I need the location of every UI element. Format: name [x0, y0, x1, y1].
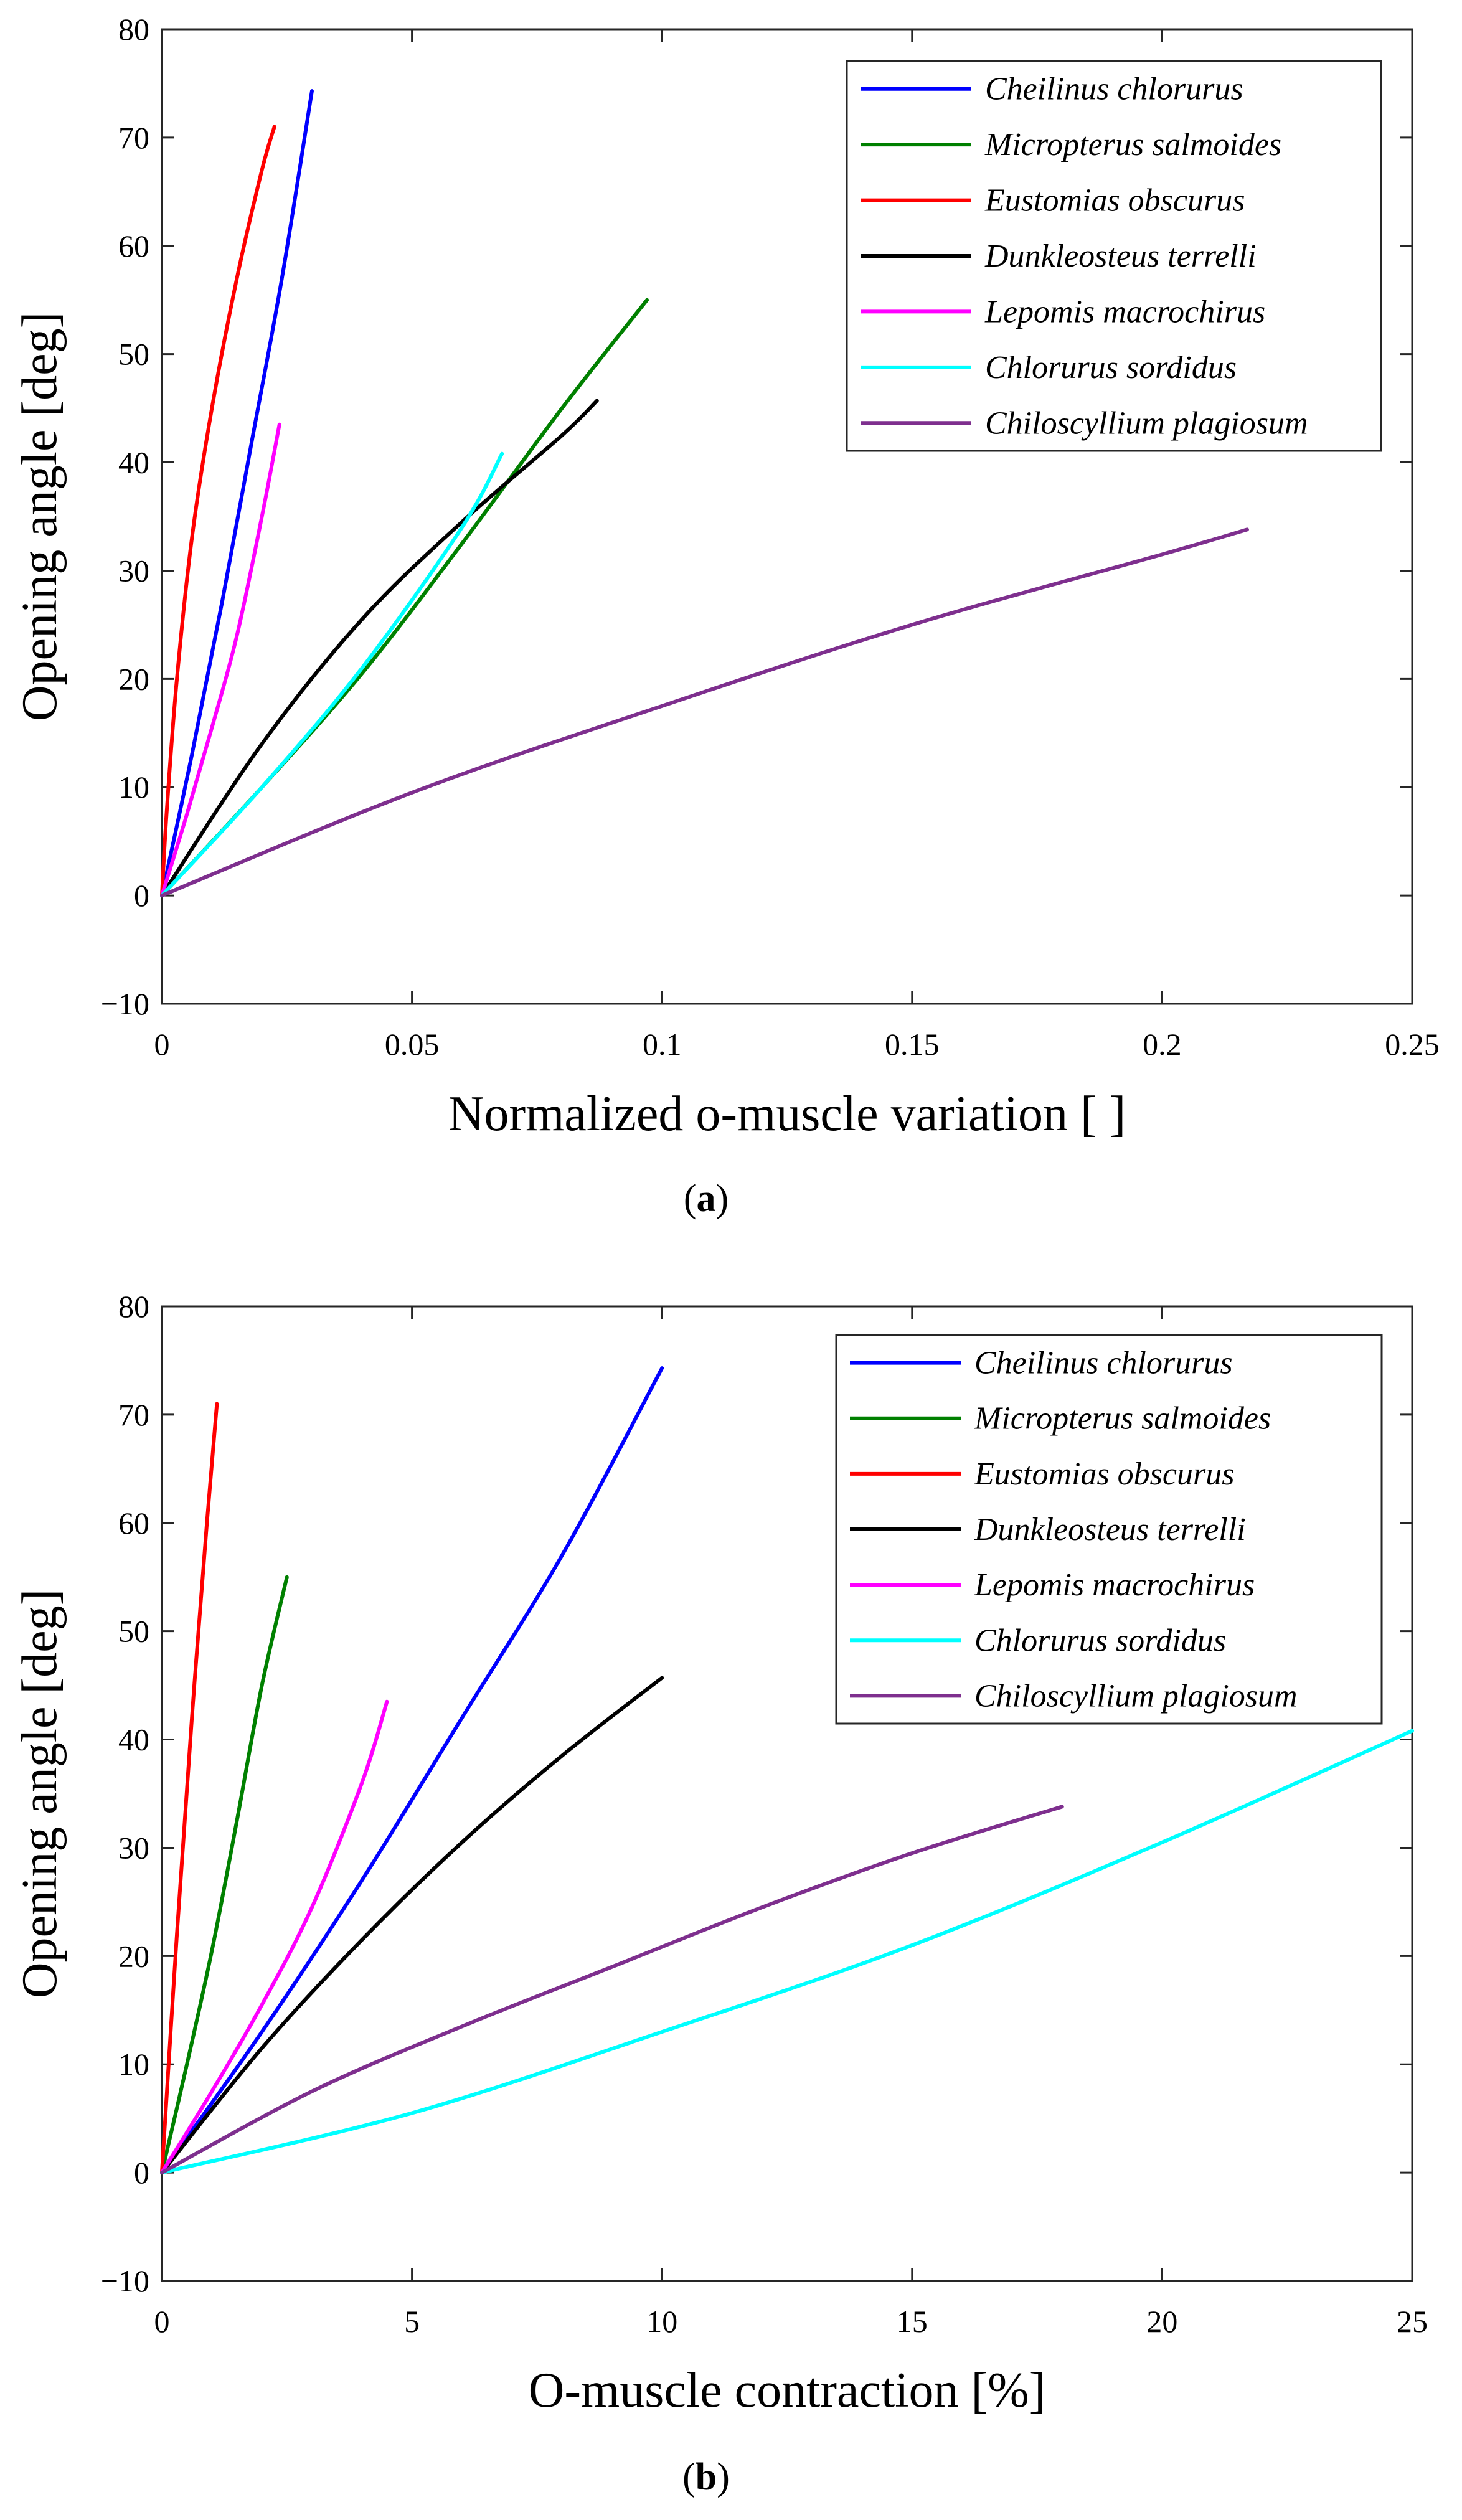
series-line-dunkleosteus-terrelli	[160, 399, 599, 898]
panel-a: 0 0.05 0.1 0.15 0.2 0.25−1001020304050607080N…	[12, 12, 1440, 1220]
y-axis-label: Opening angle [deg]	[12, 312, 67, 722]
y-tick-label: 40	[118, 1722, 149, 1757]
y-tick-label: 80	[118, 12, 149, 47]
series-line-cheilinus-chlorurus	[160, 1366, 664, 2175]
y-tick-label: 80	[118, 1289, 149, 1324]
series-line-eustomias-obscurus	[160, 1402, 219, 2175]
x-tick-label: 0.2	[1143, 1027, 1182, 1062]
y-tick-label: −10	[101, 2263, 149, 2298]
series-line-chlorurus-sordidus	[160, 1729, 1414, 2175]
legend-label: Lepomis macrochirus	[974, 1567, 1255, 1603]
x-tick-label: 0.1	[643, 1027, 682, 1062]
legend-label: Eustomias obscurus	[984, 183, 1245, 219]
y-tick-label: 50	[118, 1614, 149, 1649]
series-line-chlorurus-sordidus	[160, 451, 504, 898]
legend: Cheilinus chlorurus Micropterus salmoides…	[846, 60, 1382, 452]
legend-label: Micropterus salmoides	[984, 127, 1281, 163]
panel-label: (b)	[682, 2456, 730, 2498]
y-tick-label: 70	[118, 120, 149, 155]
x-tick-label: 0	[154, 2304, 170, 2339]
y-tick-label: 10	[118, 2047, 149, 2082]
x-tick-label: 10	[646, 2304, 677, 2339]
series-line-micropterus-salmoides	[160, 1575, 289, 2175]
y-tick-label: 10	[118, 770, 149, 805]
y-tick-label: 60	[118, 1506, 149, 1541]
legend-label: Chiloscyllium plagiosum	[985, 405, 1308, 441]
series-line-dunkleosteus-terrelli	[160, 1676, 664, 2175]
y-tick-label: 20	[118, 661, 149, 696]
y-tick-label: 50	[118, 337, 149, 372]
x-tick-label: 20	[1146, 2304, 1177, 2339]
legend: Cheilinus chlorurus Micropterus salmoides…	[835, 1334, 1383, 1725]
legend-label: Chlorurus sordidus	[985, 350, 1237, 385]
x-tick-label: 15	[897, 2304, 928, 2339]
x-tick-label: 0	[154, 1027, 170, 1062]
x-tick-label: 0.05	[385, 1027, 440, 1062]
legend-label: Dunkleosteus terrelli	[984, 238, 1257, 274]
x-tick-label: 25	[1397, 2304, 1428, 2339]
x-tick-label: 0.15	[885, 1027, 940, 1062]
series-line-lepomis-macrochirus	[160, 422, 281, 898]
series-line-lepomis-macrochirus	[160, 1699, 389, 2175]
y-tick-label: 40	[118, 445, 149, 480]
y-axis-label: Opening angle [deg]	[12, 1589, 67, 1999]
x-axis-label: Normalized o-muscle variation [ ]	[448, 1087, 1126, 1141]
series-line-chiloscyllium-plagiosum	[160, 1805, 1064, 2175]
y-tick-label: 0	[134, 2155, 149, 2190]
legend-label: Cheilinus chlorurus	[985, 72, 1243, 107]
legend-label: Micropterus salmoides	[974, 1401, 1271, 1437]
series-line-eustomias-obscurus	[160, 125, 276, 898]
legend-label: Lepomis macrochirus	[984, 294, 1265, 329]
series-line-cheilinus-chlorurus	[160, 89, 314, 898]
y-tick-label: 30	[118, 553, 149, 588]
legend-label: Cheilinus chlorurus	[974, 1346, 1233, 1381]
y-tick-label: 0	[134, 878, 149, 913]
y-tick-label: 60	[118, 229, 149, 263]
x-axis-label: O-muscle contraction [%]	[529, 2363, 1046, 2418]
series-line-chiloscyllium-plagiosum	[160, 527, 1249, 898]
panel-label: (a)	[684, 1177, 729, 1220]
y-tick-label: 70	[118, 1397, 149, 1432]
legend-label: Dunkleosteus terrelli	[974, 1512, 1246, 1547]
y-tick-label: −10	[101, 986, 149, 1021]
x-tick-label: 5	[404, 2304, 420, 2339]
legend-label: Chlorurus sordidus	[974, 1623, 1226, 1658]
legend-label: Chiloscyllium plagiosum	[974, 1678, 1298, 1714]
legend-label: Eustomias obscurus	[974, 1456, 1234, 1492]
y-tick-label: 20	[118, 1938, 149, 1973]
x-tick-label: 0.25	[1385, 1027, 1440, 1062]
y-tick-label: 30	[118, 1830, 149, 1865]
